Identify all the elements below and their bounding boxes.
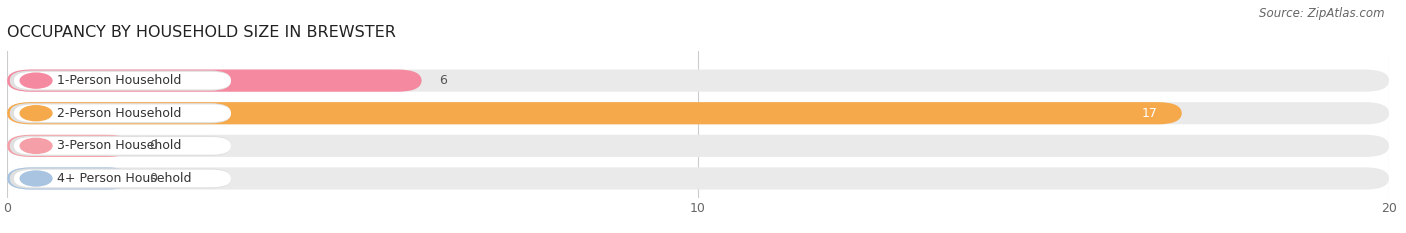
Text: 0: 0 bbox=[149, 139, 156, 152]
Text: 6: 6 bbox=[439, 74, 447, 87]
Text: 4+ Person Household: 4+ Person Household bbox=[56, 172, 191, 185]
FancyBboxPatch shape bbox=[7, 135, 1389, 157]
Text: 1-Person Household: 1-Person Household bbox=[56, 74, 181, 87]
Circle shape bbox=[20, 138, 52, 153]
Text: 2-Person Household: 2-Person Household bbox=[56, 107, 181, 120]
FancyBboxPatch shape bbox=[7, 167, 1389, 190]
Text: 3-Person Household: 3-Person Household bbox=[56, 139, 181, 152]
FancyBboxPatch shape bbox=[7, 69, 1389, 92]
Text: OCCUPANCY BY HOUSEHOLD SIZE IN BREWSTER: OCCUPANCY BY HOUSEHOLD SIZE IN BREWSTER bbox=[7, 25, 396, 40]
Circle shape bbox=[20, 171, 52, 186]
FancyBboxPatch shape bbox=[14, 104, 231, 122]
FancyBboxPatch shape bbox=[10, 71, 231, 91]
FancyBboxPatch shape bbox=[10, 168, 231, 188]
FancyBboxPatch shape bbox=[14, 72, 231, 89]
FancyBboxPatch shape bbox=[7, 102, 1182, 124]
FancyBboxPatch shape bbox=[7, 135, 131, 157]
FancyBboxPatch shape bbox=[7, 102, 1389, 124]
Text: 0: 0 bbox=[149, 172, 156, 185]
FancyBboxPatch shape bbox=[14, 170, 231, 187]
FancyBboxPatch shape bbox=[7, 69, 422, 92]
Circle shape bbox=[20, 73, 52, 88]
FancyBboxPatch shape bbox=[10, 136, 231, 156]
Circle shape bbox=[20, 106, 52, 121]
Text: Source: ZipAtlas.com: Source: ZipAtlas.com bbox=[1260, 7, 1385, 20]
FancyBboxPatch shape bbox=[14, 137, 231, 155]
FancyBboxPatch shape bbox=[10, 103, 231, 123]
Text: 17: 17 bbox=[1142, 107, 1157, 120]
FancyBboxPatch shape bbox=[7, 167, 131, 190]
